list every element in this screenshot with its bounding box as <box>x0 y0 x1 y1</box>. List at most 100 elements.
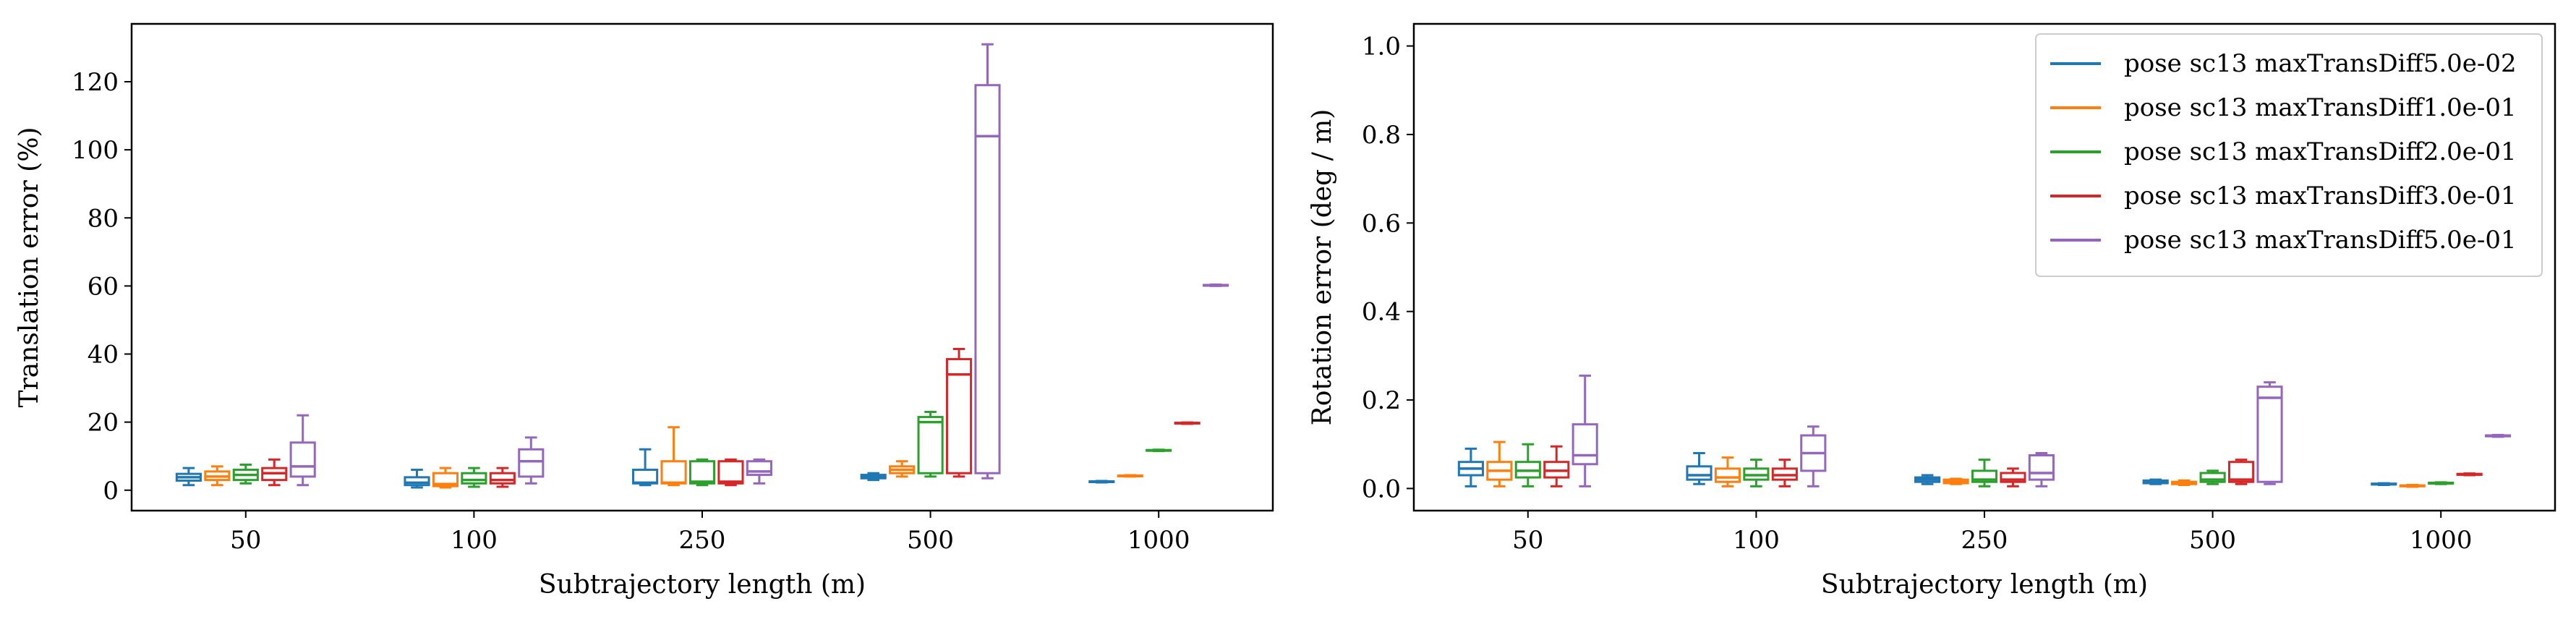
y-tick-label: 1.0 <box>1362 33 1401 61</box>
y-tick-label: 120 <box>72 68 119 97</box>
box-body <box>746 460 772 477</box>
box-body <box>461 472 487 485</box>
box-0-series-4 <box>1571 374 1598 487</box>
box-body <box>688 460 716 485</box>
y-tick-label: 80 <box>88 204 119 233</box>
x-tick-label: 250 <box>679 526 726 555</box>
y-tick-label: 0.0 <box>1362 474 1401 503</box>
box-0-series-0 <box>175 466 202 487</box>
box-3-series-2 <box>917 411 944 478</box>
legend-label: pose sc13 maxTransDiff3.0e-01 <box>2124 182 2517 210</box>
box-body <box>660 460 687 485</box>
box-2-series-4 <box>2028 451 2055 487</box>
box-0-series-4 <box>289 414 316 487</box>
box-4-series-0 <box>2371 482 2397 487</box>
box-3-series-0 <box>2142 478 2169 485</box>
x-tick-label: 1000 <box>2410 526 2473 555</box>
box-1-series-0 <box>1686 451 1713 485</box>
x-tick-label: 100 <box>451 526 498 555</box>
legend-label: pose sc13 maxTransDiff5.0e-02 <box>2124 49 2517 78</box>
box-1-series-4 <box>518 436 545 485</box>
box-2-series-1 <box>1942 477 1969 485</box>
box-2-series-0 <box>632 448 659 487</box>
box-body <box>717 460 744 485</box>
x-axis-label: Subtrajectory length (m) <box>1821 570 2148 600</box>
box-body <box>1714 467 1741 483</box>
legend-item-0: pose sc13 maxTransDiff5.0e-02 <box>2050 49 2517 78</box>
box-0-series-3 <box>1543 445 1570 487</box>
y-tick-label: 0.2 <box>1362 386 1401 415</box>
box-body <box>2028 454 2055 481</box>
box-2-series-4 <box>746 458 772 485</box>
y-tick-label: 20 <box>88 409 119 438</box>
x-tick-label: 50 <box>230 526 261 555</box>
box-0-series-1 <box>204 465 231 487</box>
y-tick-label: 0 <box>103 477 119 506</box>
box-body <box>917 416 944 474</box>
box-body <box>289 441 316 478</box>
y-tick-label: 0.8 <box>1362 121 1401 150</box>
box-3-series-3 <box>945 347 973 478</box>
box-body <box>2000 472 2026 483</box>
box-0-series-2 <box>232 463 259 485</box>
y-tick-label: 40 <box>88 341 119 370</box>
box-3-series-4 <box>974 43 1001 480</box>
legend-label: pose sc13 maxTransDiff5.0e-01 <box>2124 226 2517 255</box>
box-1-series-3 <box>489 466 516 488</box>
box-body <box>404 476 430 487</box>
box-body <box>632 469 659 485</box>
box-body <box>1686 465 1713 481</box>
box-1-series-4 <box>1800 425 1827 487</box>
box-4-series-2 <box>1146 448 1172 453</box>
box-4-series-2 <box>2428 481 2455 485</box>
y-tick-label: 0.6 <box>1362 209 1401 238</box>
legend-item-1: pose sc13 maxTransDiff1.0e-01 <box>2050 93 2517 122</box>
box-2-series-3 <box>717 458 744 487</box>
box-body <box>1571 423 1598 466</box>
box-3-series-3 <box>2227 459 2255 485</box>
x-tick-label: 500 <box>2189 526 2236 555</box>
box-2-series-2 <box>1971 459 1998 487</box>
x-axis-label: Subtrajectory length (m) <box>539 570 866 600</box>
box-1-series-2 <box>461 466 487 488</box>
y-axis-label: Translation error (%) <box>14 127 44 408</box>
box-4-series-1 <box>1117 474 1143 478</box>
y-axis-label: Rotation error (deg / m) <box>1308 109 1337 426</box>
box-body <box>518 448 545 478</box>
box-0-series-2 <box>1514 443 1541 487</box>
box-1-series-0 <box>404 469 430 489</box>
x-tick-label: 100 <box>1733 526 1780 555</box>
box-body <box>1971 469 1998 483</box>
box-body <box>2227 461 2255 483</box>
box-3-series-2 <box>2199 469 2226 485</box>
box-0-series-1 <box>1486 440 1513 487</box>
box-4-series-4 <box>2485 433 2512 438</box>
box-body <box>2256 385 2283 483</box>
box-body <box>489 472 516 485</box>
x-tick-label: 1000 <box>1127 526 1190 555</box>
box-1-series-3 <box>1771 459 1798 487</box>
box-4-series-1 <box>2399 484 2426 488</box>
legend-frame <box>2035 33 2543 277</box>
y-tick-label: 0.4 <box>1362 298 1401 327</box>
box-2-series-0 <box>1914 474 1941 485</box>
x-tick-label: 500 <box>907 526 954 555</box>
box-4-series-0 <box>1088 480 1115 484</box>
box-4-series-3 <box>1174 421 1200 425</box>
legend-item-3: pose sc13 maxTransDiff3.0e-01 <box>2050 182 2517 210</box>
legend-label: pose sc13 maxTransDiff2.0e-01 <box>2124 137 2517 166</box>
box-1-series-1 <box>432 466 459 489</box>
box-body <box>432 472 459 487</box>
box-3-series-4 <box>2256 381 2283 485</box>
chart-panel-2: 0.0 0.2 0.4 0.6 0.8 1.0 50 100 250 500 1000 Subtraj… <box>1308 22 2556 600</box>
box-3-series-0 <box>860 472 887 482</box>
legend-item-4: pose sc13 maxTransDiff5.0e-01 <box>2050 226 2517 255</box>
box-4-series-4 <box>1203 284 1229 287</box>
box-3-series-1 <box>889 460 916 478</box>
box-0-series-3 <box>261 458 288 487</box>
box-4-series-3 <box>2456 472 2483 477</box>
box-3-series-1 <box>2171 479 2198 487</box>
box-1-series-1 <box>1714 456 1741 487</box>
x-tick-label: 250 <box>1961 526 2008 555</box>
